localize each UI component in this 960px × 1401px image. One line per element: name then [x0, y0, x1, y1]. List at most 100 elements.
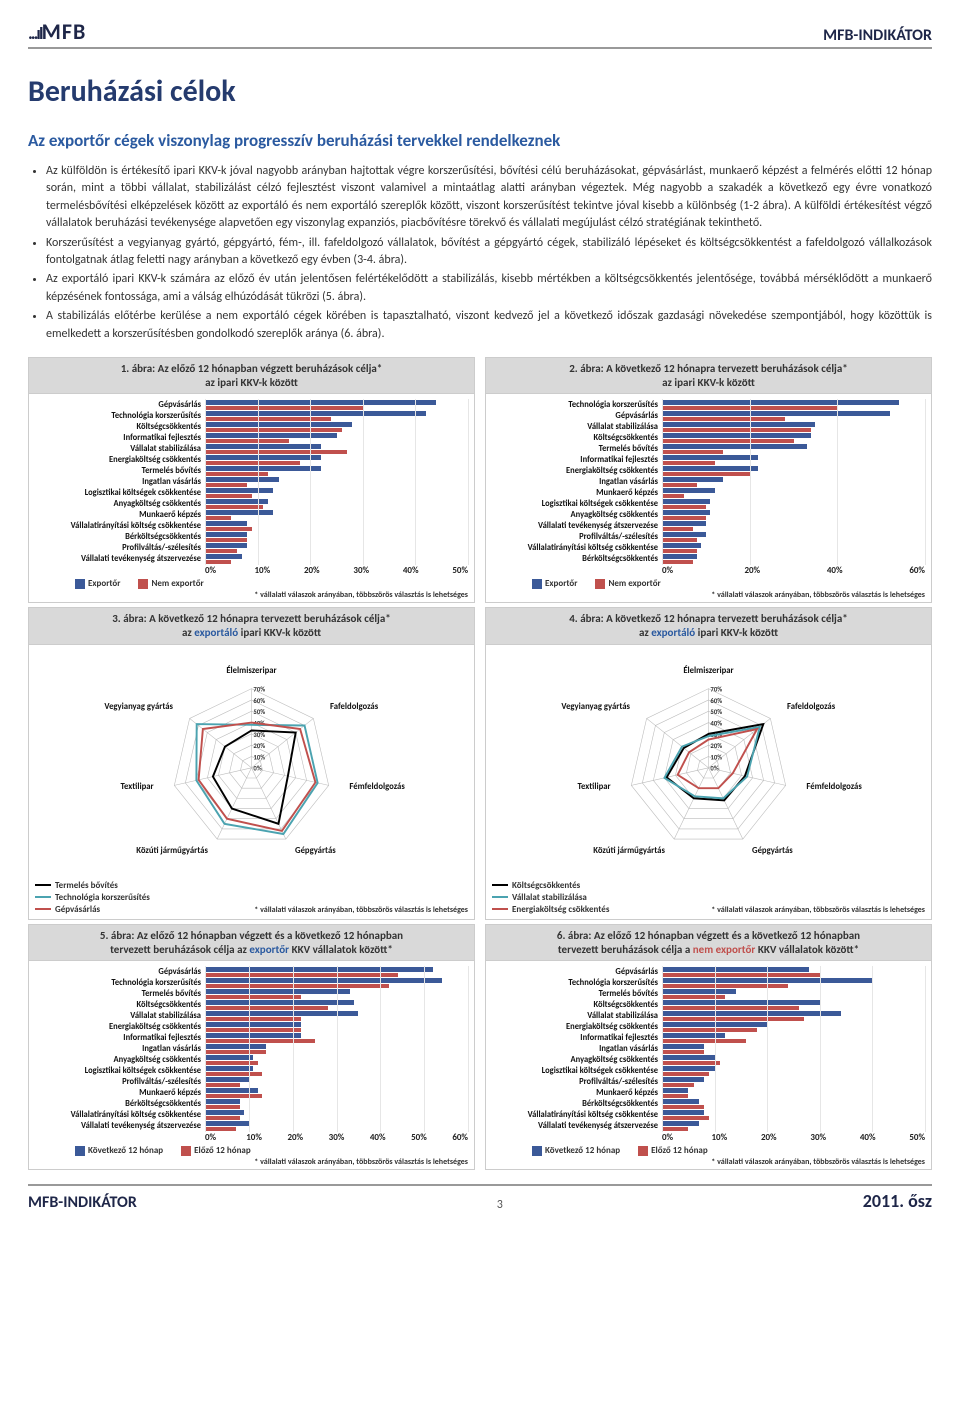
svg-text:Vegyianyag gyártás: Vegyianyag gyártás [561, 702, 630, 712]
hbar-label: Vállalat stabilizálása [492, 423, 662, 432]
radar-legend-item: Technológia korszerűsítés [35, 892, 150, 903]
bullet-item: Az exportáló ipari KKV-k számára az előz… [46, 271, 932, 306]
svg-text:50%: 50% [253, 708, 265, 716]
hbar-row: Profilváltás/-szélesítés [492, 532, 925, 542]
hbar-row: Anyagköltség csökkentés [35, 1055, 468, 1065]
chart3-title: 3. ábra: A következő 12 hónapra tervezet… [29, 608, 474, 645]
svg-text:70%: 70% [710, 685, 722, 693]
svg-text:70%: 70% [253, 685, 265, 693]
hbar-label: Technológia korszerűsítés [492, 401, 662, 410]
radar-legend-item: Gépvásárlás [35, 904, 150, 915]
hbar-row: Munkaerő képzés [35, 1088, 468, 1098]
svg-text:Fafeldolgozás: Fafeldolgozás [787, 702, 836, 712]
hbar-row: Vállalatirányítási költség csökkentése [492, 1110, 925, 1120]
page-footer: MFB-INDIKÁTOR 3 2011. ősz [28, 1184, 932, 1212]
hbar-row: Profilváltás/-szélesítés [492, 1077, 925, 1087]
svg-text:60%: 60% [253, 697, 265, 705]
hbar-row: Vállalatirányítási költség csökkentése [35, 521, 468, 531]
hbar-label: Technológia korszerűsítés [492, 979, 662, 988]
svg-text:Gépgyártás: Gépgyártás [295, 846, 336, 856]
hbar-label: Logisztikai költségek csökkentése [492, 1067, 662, 1076]
hbar-row: Vállalat stabilizálása [492, 422, 925, 432]
hbar-row: Energiaköltség csökkentés [35, 1022, 468, 1032]
hbar-label: Informatikai fejlesztés [492, 456, 662, 465]
chart-legend: Exportőr Nem exportőr [75, 578, 468, 589]
bullet-item: Korszerűsítést a vegyianyag gyártó, gépg… [46, 235, 932, 270]
radar-legend-item: Energiaköltség csökkentés [492, 904, 609, 915]
hbar-row: Energiaköltség csökkentés [492, 466, 925, 476]
svg-text:Élelmiszeripar: Élelmiszeripar [683, 666, 733, 676]
chart5-panel: 5. ábra: Az előző 12 hónapban végzett és… [28, 924, 475, 1171]
hbar-label: Energiaköltség csökkentés [492, 467, 662, 476]
hbar-row: Technológia korszerűsítés [492, 400, 925, 410]
subtitle: Az exportőr cégek viszonylag progresszív… [28, 130, 932, 151]
hbar-label: Vállalatirányítási költség csökkentése [492, 1111, 662, 1120]
hbar-row: Termelés bővítés [35, 989, 468, 999]
radar-legend-item: Költségcsökkentés [492, 880, 609, 891]
svg-text:Közúti járműgyártás: Közúti járműgyártás [593, 846, 665, 856]
svg-text:10%: 10% [253, 753, 265, 761]
bullet-item: A stabilizálás előtérbe kerülése a nem e… [46, 308, 932, 343]
hbar-row: Anyagköltség csökkentés [492, 510, 925, 520]
hbar-label: Gépvásárlás [492, 968, 662, 977]
svg-text:40%: 40% [710, 719, 722, 727]
logo: ...ıIMFB [28, 18, 86, 45]
hbar-row: Bérköltségcsökkentés [35, 532, 468, 542]
hbar-label: Profilváltás/-szélesítés [492, 533, 662, 542]
page-number: 3 [497, 1198, 503, 1212]
hbar-label: Termelés bővítés [492, 445, 662, 454]
hbar-row: Vállalati tevékenység átszervezése [492, 521, 925, 531]
chart4-panel: 4. ábra: A következő 12 hónapra tervezet… [485, 607, 932, 920]
hbar-row: Bérköltségcsökkentés [35, 1099, 468, 1109]
footer-left: MFB-INDIKÁTOR [28, 1193, 137, 1212]
hbar-label: Anyagköltség csökkentés [492, 1056, 662, 1065]
chart1-panel: 1. ábra: Az előző 12 hónapban végzett be… [28, 357, 475, 604]
hbar-row: Vállalat stabilizálása [492, 1011, 925, 1021]
hbar-label: Logisztikai költségek csökkentése [492, 500, 662, 509]
chart1-title: 1. ábra: Az előző 12 hónapban végzett be… [29, 358, 474, 395]
svg-text:Textilipar: Textilipar [121, 782, 154, 792]
hbar-label: Vállalatirányítási költség csökkentése [35, 1111, 205, 1120]
hbar-label: Költségcsökkentés [492, 434, 662, 443]
hbar-label: Bérköltségcsökkentés [35, 1100, 205, 1109]
chart-legend: Következő 12 hónap Előző 12 hónap [532, 1145, 925, 1156]
hbar-row: Gépvásárlás [492, 411, 925, 421]
hbar-row: Technológia korszerűsítés [35, 978, 468, 988]
header-right: MFB-INDIKÁTOR [823, 26, 932, 45]
hbar-row: Költségcsökkentés [35, 422, 468, 432]
hbar-row: Gépvásárlás [492, 967, 925, 977]
hbar-row: Ingatlan vásárlás [35, 1044, 468, 1054]
hbar-label: Munkaerő képzés [492, 1089, 662, 1098]
hbar-label: Bérköltségcsökkentés [492, 1100, 662, 1109]
hbar-row: Vállalati tevékenység átszervezése [35, 554, 468, 564]
hbar-label: Gépvásárlás [492, 412, 662, 421]
hbar-row: Vállalat stabilizálása [35, 1011, 468, 1021]
page-header: ...ıIMFB MFB-INDIKÁTOR [28, 18, 932, 49]
svg-text:Gépgyártás: Gépgyártás [752, 846, 793, 856]
hbar-row: Termelés bővítés [35, 466, 468, 476]
radar-legend-item: Termelés bővítés [35, 880, 150, 891]
hbar-row: Informatikai fejlesztés [35, 1033, 468, 1043]
hbar-row: Vállalatirányítási költség csökkentése [492, 543, 925, 553]
hbar-row: Anyagköltség csökkentés [35, 499, 468, 509]
chart5-title: 5. ábra: Az előző 12 hónapban végzett és… [29, 925, 474, 962]
hbar-row: Vállalati tevékenység átszervezése [492, 1121, 925, 1131]
hbar-row: Gépvásárlás [35, 400, 468, 410]
hbar-label: Informatikai fejlesztés [35, 1034, 205, 1043]
hbar-label: Profilváltás/-szélesítés [35, 1078, 205, 1087]
hbar-label: Vállalati tevékenység átszervezése [35, 1122, 205, 1131]
hbar-label: Vállalat stabilizálása [492, 1012, 662, 1021]
hbar-label: Vállalatirányítási költség csökkentése [492, 544, 662, 553]
hbar-row: Informatikai fejlesztés [492, 455, 925, 465]
chart-footnote: * vállalati válaszok arányában, többször… [35, 590, 468, 600]
hbar-label: Anyagköltség csökkentés [35, 1056, 205, 1065]
svg-text:Fémfeldolgozás: Fémfeldolgozás [806, 782, 862, 792]
chart-footnote: * vállalati válaszok arányában, többször… [492, 1157, 925, 1167]
hbar-row: Munkaerő képzés [35, 510, 468, 520]
hbar-row: Ingatlan vásárlás [492, 477, 925, 487]
hbar-label: Energiaköltség csökkentés [35, 456, 205, 465]
hbar-label: Ingatlan vásárlás [492, 478, 662, 487]
hbar-row: Logisztikai költségek csökkentése [35, 1066, 468, 1076]
hbar-label: Vállalat stabilizálása [35, 445, 205, 454]
hbar-row: Termelés bővítés [492, 989, 925, 999]
